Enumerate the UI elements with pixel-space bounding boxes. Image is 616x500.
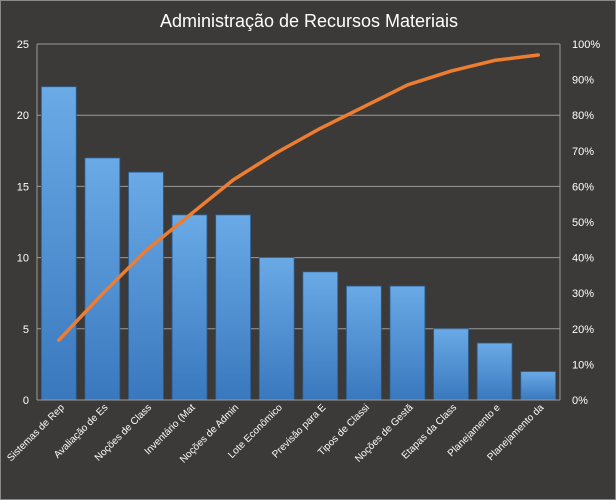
bar-10 [476, 342, 513, 401]
bar-11 [520, 371, 557, 401]
y-right-tick-label-6: 60% [572, 181, 594, 193]
y-right-tick-label-0: 0% [572, 395, 588, 407]
y-right-tick-label-3: 30% [572, 288, 594, 300]
y-left-tick-label-5: 25 [17, 39, 29, 51]
bar-8 [389, 285, 426, 401]
y-right-tick-label-1: 10% [572, 359, 594, 371]
y-right-tick-label-9: 90% [572, 75, 594, 87]
bar-9 [433, 328, 469, 401]
y-right-tick-label-4: 40% [572, 253, 594, 265]
bar-4 [215, 214, 251, 401]
bar-6 [302, 271, 339, 401]
y-right-tick-label-5: 50% [572, 217, 594, 229]
y-left-tick-label-1: 5 [23, 324, 29, 336]
y-left-tick-label-0: 0 [23, 395, 29, 407]
bar-0 [40, 86, 77, 401]
bar-5 [258, 257, 295, 401]
bar-2 [128, 171, 164, 401]
bar-1 [84, 157, 121, 401]
y-right-tick-label-10: 100% [572, 39, 600, 51]
y-right-tick-label-8: 80% [572, 110, 594, 122]
y-right-tick-label-7: 70% [572, 146, 594, 158]
y-left-tick-label-2: 10 [17, 253, 29, 265]
y-left-tick-label-3: 15 [17, 181, 29, 193]
y-left-tick-label-4: 20 [17, 110, 29, 122]
chart-title: Administração de Recursos Materiais [160, 11, 458, 31]
bar-7 [346, 285, 382, 401]
y-right-tick-label-2: 20% [572, 324, 594, 336]
bar-3 [171, 214, 208, 401]
cumulative-line [57, 53, 540, 342]
